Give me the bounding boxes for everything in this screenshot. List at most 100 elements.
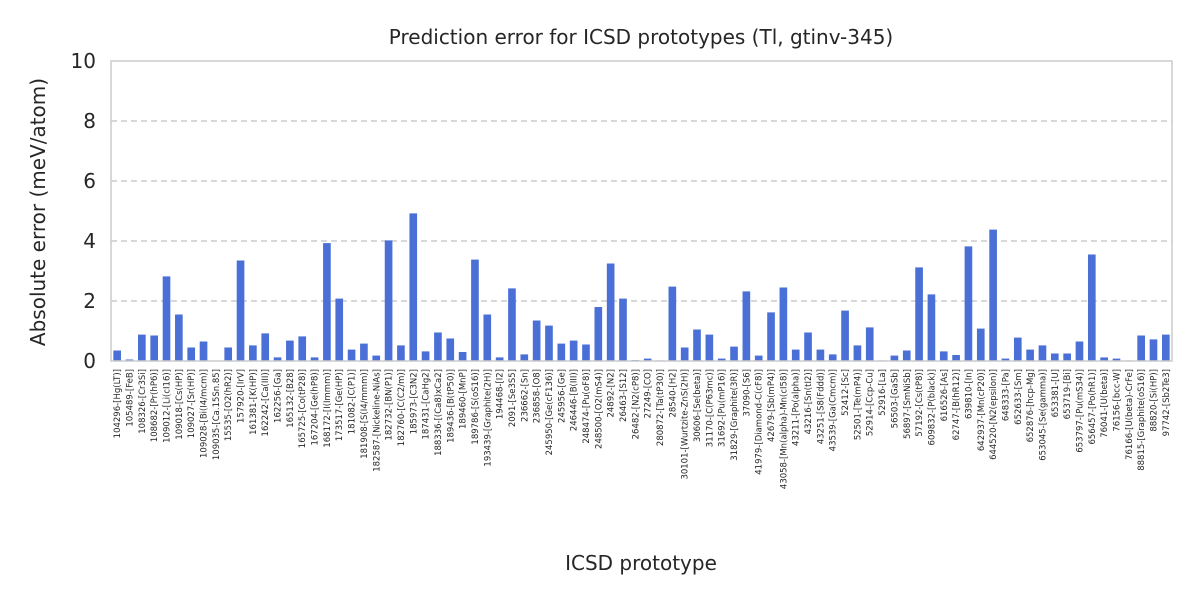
bar	[767, 312, 775, 361]
bar	[952, 355, 960, 361]
x-tick-label: 88820-[Si(HP)]	[1149, 369, 1159, 432]
bar	[162, 276, 171, 361]
bar	[754, 355, 763, 361]
x-tick-label: 97742-[Sb2Te3]	[1162, 369, 1172, 436]
x-tick-label: 62747-[B(hR12)]	[952, 369, 962, 440]
bar	[249, 345, 257, 361]
x-tick-label: 167204-[Ge(hP8)]	[311, 369, 321, 446]
bar	[816, 349, 825, 361]
bar	[138, 334, 146, 361]
bar	[779, 287, 788, 361]
x-tick-label: 182760-[C(C2/m)]	[397, 369, 407, 446]
x-tick-label: 76156-[bcc-W]	[1112, 369, 1122, 432]
bar	[643, 358, 652, 361]
x-tick-label: 187431-[CaHg2]	[422, 369, 432, 440]
x-tick-label: 236858-[O8]	[533, 369, 543, 423]
bar	[1149, 339, 1158, 361]
x-tick-label: 31170-[C(P63mc)]	[705, 369, 715, 447]
x-tick-label: 181082-[C(P1)]	[348, 369, 358, 434]
x-tick-label: 31692-[Pu(mP16)]	[718, 369, 728, 447]
x-tick-label: 52916-[La]	[878, 369, 888, 416]
bar	[668, 286, 677, 361]
bar	[224, 347, 233, 361]
x-tick-label: 644520-[N2(epsilon)]	[989, 369, 999, 460]
bar	[1050, 353, 1059, 361]
bar	[150, 335, 159, 361]
bar	[113, 350, 121, 361]
x-tick-label: 37090-[S6]	[742, 369, 752, 417]
x-tick-label: 104296-[Hg(LT)]	[113, 369, 123, 438]
y-tick-label: 2	[83, 289, 96, 313]
x-tick-label: 26463-[S12]	[619, 369, 629, 422]
bar	[569, 340, 578, 361]
bar	[434, 332, 442, 361]
x-tick-label: 245950-[Ge(cF136)]	[545, 369, 555, 455]
x-tick-label: 52412-[Sc]	[841, 369, 851, 416]
x-tick-label: 189436-[B(tP50)]	[446, 369, 456, 443]
bar	[508, 288, 516, 361]
x-tick-label: 653045-[Se(gamma)]	[1038, 369, 1048, 461]
x-tick-label: 108682-[Pr(hP6)]	[150, 369, 160, 442]
bar	[298, 336, 307, 361]
bar	[1100, 357, 1108, 361]
bar	[483, 314, 492, 361]
y-tick-label: 6	[83, 169, 96, 193]
x-tick-label: 189460-[MnP]	[459, 369, 469, 429]
x-tick-label: 76166-[U(beta)-CrFe]	[1125, 369, 1135, 460]
bar	[927, 294, 936, 361]
x-tick-label: 609832-[P(black)]	[927, 369, 937, 445]
x-tick-label: 52501-[Te(mP4)]	[853, 369, 863, 440]
bar	[421, 351, 430, 361]
bar	[705, 334, 714, 361]
bar	[619, 298, 627, 361]
y-tick-labels: 0 2 4 6 8 10	[71, 49, 96, 373]
x-tick-label: 43058-[Mn(alpha)-Mn(cI58)]	[779, 369, 789, 489]
x-tick-label: 28540-[H2]	[668, 369, 678, 418]
x-tick-label: 109035-[Ca.15Sn.85]	[212, 369, 222, 460]
x-tick-label: 43539-[Ga(Cmcm)]	[829, 369, 839, 451]
x-tick-label: 181908-[S(I4/mmm)]	[360, 369, 370, 459]
x-tick-label: 248500-[O2(mS4)]	[594, 369, 604, 449]
bar	[791, 349, 800, 361]
chart-title: Prediction error for ICSD prototypes (Tl…	[389, 25, 893, 49]
x-tick-label: 193439-[Graphite(2H)]	[483, 369, 493, 467]
bar	[1075, 341, 1084, 361]
x-tick-label: 27249-[CO]	[644, 369, 654, 418]
x-tick-label: 161381-[K(HP)]	[249, 369, 259, 435]
bar	[1063, 353, 1071, 361]
x-tick-label: 165132-[B28]	[286, 369, 296, 428]
x-tick-label: 656457-[Po(hR1)]	[1088, 369, 1098, 445]
bar	[187, 347, 196, 361]
x-tick-label: 639810-[In]	[964, 369, 974, 419]
plot-frame	[110, 60, 1173, 362]
x-tick-label: 245956-[Ge]	[557, 369, 567, 423]
bar	[557, 343, 566, 361]
x-tick-label: 56503-[GaSb]	[890, 369, 900, 428]
bar	[1162, 334, 1170, 361]
bar	[360, 343, 368, 361]
bar	[397, 345, 405, 361]
bar	[335, 298, 344, 361]
y-tick-label: 8	[83, 109, 96, 133]
x-tick-label: 182587-[Nickeline-NiAs]	[372, 369, 382, 472]
bar	[594, 307, 603, 361]
bar	[680, 347, 689, 361]
x-tick-label: 105489-[FeB]	[126, 369, 136, 427]
x-tick-label: 168172-[I(Immm)]	[323, 369, 333, 448]
bar	[804, 332, 812, 361]
bar	[384, 240, 393, 361]
x-tick-label: 108326-[Cr3Si]	[138, 369, 148, 434]
bar	[1026, 349, 1034, 361]
bar	[841, 310, 849, 361]
x-tick-label: 648333-[Pa]	[1001, 369, 1011, 421]
bar	[939, 351, 948, 361]
x-tick-label: 182732-[BN(P1)]	[385, 369, 395, 441]
x-tick-label: 2091-[Se3S5]	[508, 369, 518, 427]
bar	[1038, 345, 1047, 361]
bar	[865, 327, 874, 361]
y-tick-label: 0	[83, 349, 96, 373]
bar	[495, 357, 504, 361]
bar	[1112, 358, 1121, 361]
